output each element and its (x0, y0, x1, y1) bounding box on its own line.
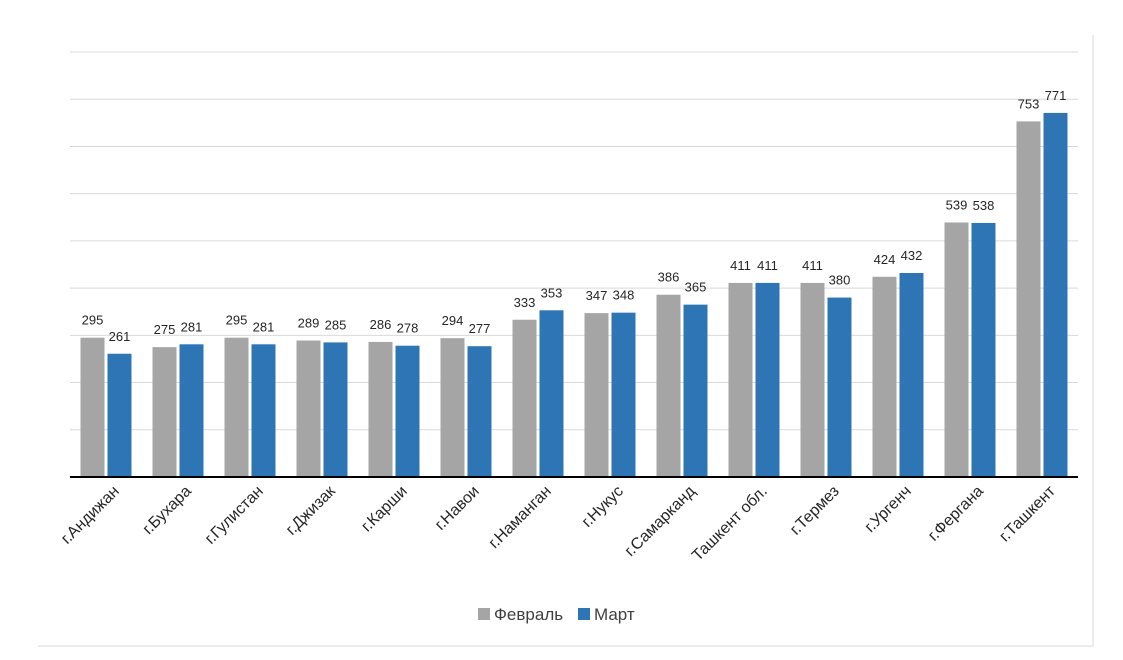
legend-swatch (478, 608, 490, 620)
bar (512, 319, 537, 477)
data-label: 353 (541, 285, 563, 300)
bar (971, 222, 996, 477)
data-label: 333 (514, 295, 536, 310)
bar (395, 345, 420, 477)
x-tick-labels: г.Андижан г.Бухара г.Гулистан г.Джизак г.Кар… (58, 482, 1059, 564)
data-label: 261 (109, 329, 131, 344)
x-tick-label: г.Термез (787, 483, 843, 539)
data-label: 278 (397, 321, 419, 336)
x-tick-label: г.Фергана (925, 483, 987, 545)
bar (1043, 112, 1068, 478)
data-label: 411 (802, 258, 823, 273)
bar (584, 313, 609, 477)
bar (944, 222, 969, 477)
bar (827, 297, 852, 477)
x-tick-label: г.Нукус (579, 483, 627, 531)
bar (440, 338, 465, 477)
legend-label: Февраль (494, 605, 563, 624)
bars: 295 261 275 281 295 281 289 285 286 278 294 277 333 3… (80, 88, 1068, 478)
data-label: 347 (586, 288, 608, 303)
gridlines (70, 51, 1078, 431)
data-label: 386 (658, 270, 680, 285)
bar (800, 282, 825, 477)
x-tick-label: г.Бухара (140, 483, 195, 538)
data-label: 275 (154, 322, 176, 337)
bar (107, 353, 132, 477)
legend: Февраль Март (478, 605, 635, 624)
data-label: 538 (973, 198, 995, 213)
data-label: 295 (226, 313, 248, 328)
bar (251, 344, 276, 477)
bar (296, 340, 321, 477)
x-tick-label: г.Гулистан (202, 483, 267, 548)
data-label: 365 (685, 280, 707, 295)
bar (323, 342, 348, 477)
data-label: 286 (370, 317, 392, 332)
bar (656, 294, 681, 477)
bar (368, 341, 393, 477)
data-label: 411 (730, 258, 751, 273)
bar (899, 273, 924, 477)
bar (728, 282, 753, 477)
data-label: 539 (946, 197, 968, 212)
legend-label: Март (594, 605, 635, 624)
data-label: 771 (1045, 88, 1067, 103)
data-label: 281 (253, 319, 275, 334)
bar (683, 304, 708, 477)
x-tick-label: г.Ташкент (996, 482, 1059, 545)
data-label: 281 (181, 319, 203, 334)
bar (539, 310, 564, 477)
x-tick-label: г.Навои (432, 483, 483, 534)
data-label: 295 (82, 313, 104, 328)
x-tick-label: г.Андижан (58, 483, 123, 548)
bar (152, 347, 177, 477)
data-label: 348 (613, 288, 635, 303)
bar (224, 337, 249, 477)
data-label: 285 (325, 317, 347, 332)
bar (755, 282, 780, 477)
bar (179, 344, 204, 477)
data-label: 432 (901, 248, 923, 263)
bar (611, 312, 636, 477)
data-label: 411 (757, 258, 778, 273)
data-label: 753 (1018, 96, 1040, 111)
x-tick-label: г.Самарканд (622, 482, 700, 560)
legend-swatch (578, 608, 590, 620)
data-label: 277 (469, 321, 491, 336)
x-tick-label: г.Карши (358, 483, 410, 535)
data-label: 380 (829, 273, 851, 288)
x-tick-label: г.Джизак (283, 482, 340, 539)
data-label: 289 (298, 316, 320, 331)
data-label: 294 (442, 313, 464, 328)
x-tick-label: г.Ургенч (862, 483, 915, 536)
x-tick-label: г.Наманган (486, 483, 555, 552)
bar (1016, 121, 1041, 478)
bar (80, 337, 105, 477)
bar (467, 346, 492, 477)
bar (872, 276, 897, 477)
x-tick-label: Ташкент обл. (689, 483, 771, 565)
data-label: 424 (874, 252, 896, 267)
